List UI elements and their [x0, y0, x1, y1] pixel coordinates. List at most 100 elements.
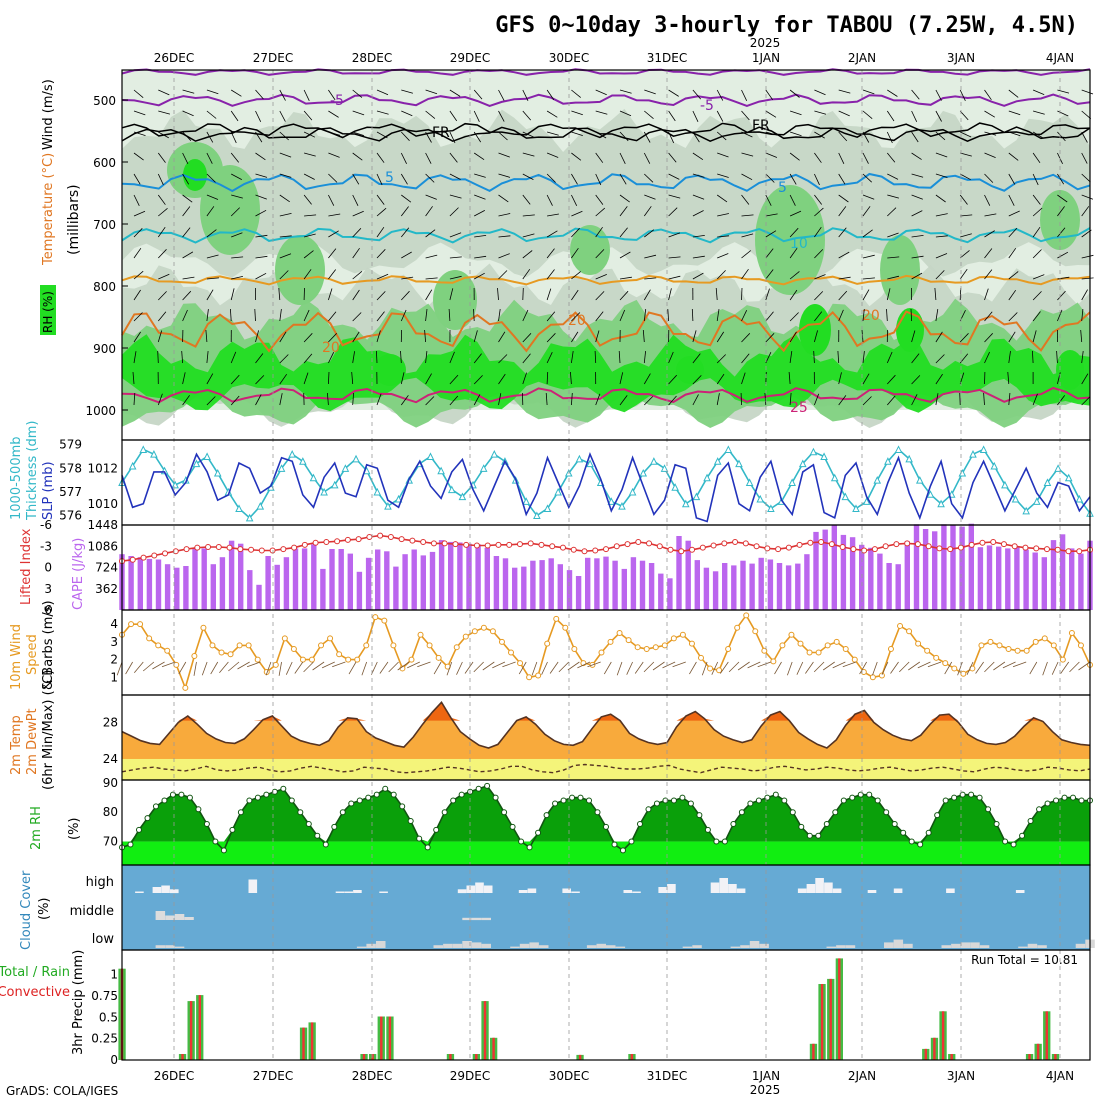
rh-blob-7: [1040, 190, 1080, 250]
rh-legend-swatch: [40, 285, 56, 335]
wind-barb: [814, 393, 820, 406]
cape-bar: [986, 545, 993, 610]
cape-bar: [164, 564, 171, 610]
wind-barb: [571, 152, 582, 161]
thickness-line-point: [288, 450, 297, 458]
wind10m-speed-line-point: [1014, 647, 1021, 654]
wind-barb: [522, 152, 535, 157]
wind10m-barb: [473, 661, 484, 673]
wind-barb: [473, 394, 481, 406]
wind-barb: [814, 152, 822, 163]
wind-barb: [911, 394, 918, 406]
cape-bar: [329, 549, 335, 610]
lifted-index-line-point: [603, 546, 609, 553]
wind-barb: [303, 269, 312, 280]
wind10m-barb: [805, 661, 814, 674]
wind10m-barb: [246, 661, 261, 668]
wind-barb: [279, 253, 292, 259]
wind10m-barb: [672, 661, 686, 668]
cape-bar: [393, 566, 399, 610]
wind-barb: [1008, 331, 1016, 343]
wind10m-speed-line-point: [987, 638, 994, 645]
wind10m-barb: [464, 661, 474, 674]
cloud-low-bar: [941, 945, 951, 948]
wind-barb: [498, 373, 506, 385]
wind-barb: [887, 194, 900, 199]
thickness-line-point: [650, 457, 658, 465]
wind-barb: [692, 194, 705, 200]
lifted-index-label: Lifted Index: [19, 528, 34, 605]
pressure-tick-700: 700: [93, 218, 116, 232]
wind-barb: [716, 131, 727, 141]
cloud-middle-bar: [184, 917, 194, 920]
date-label-top-9: 4JAN: [1046, 51, 1074, 65]
wind-barb: [692, 375, 702, 385]
lifted-index-line-point: [366, 534, 373, 541]
cape-bar: [1023, 549, 1029, 610]
wind-barb: [911, 235, 924, 238]
wind-barb: [862, 351, 865, 364]
wind10m-barb: [303, 661, 314, 673]
wind-barb: [1057, 227, 1066, 238]
wind-barb: [814, 330, 818, 343]
wind10m-speed-line-point: [218, 649, 225, 656]
cape-bar: [603, 556, 609, 610]
lifted-index-line-point: [947, 546, 954, 553]
thickness-line-point: [735, 459, 743, 468]
lifted-index-line-point: [570, 546, 577, 553]
cape-bar: [183, 566, 189, 610]
wind-barb: [935, 393, 939, 406]
wind-barb: [133, 247, 142, 259]
cape-bar: [804, 554, 810, 610]
wind-barb: [376, 207, 387, 217]
wind-barb: [255, 234, 268, 238]
wind-barb: [741, 214, 754, 217]
thickness-line-point: [788, 478, 796, 486]
wind-barb: [376, 330, 381, 343]
wind10m-speed-line-point: [851, 656, 858, 663]
wind10m-barb: [219, 661, 229, 673]
wind-barb: [303, 372, 309, 385]
cape-bar: [685, 540, 691, 610]
lifted-index-line-point: [689, 546, 696, 553]
wind-barb: [1032, 89, 1045, 95]
wind-barb: [862, 152, 869, 164]
cape-bar: [630, 557, 637, 610]
lifted-index-line-point: [1043, 546, 1050, 553]
wind-barb: [935, 89, 942, 101]
cape-bar: [722, 563, 728, 610]
wind-barb: [254, 308, 256, 322]
cloud-high-bar: [946, 888, 955, 893]
wind10m-speed-line-point: [227, 651, 234, 658]
wind-barb: [716, 331, 725, 343]
wind-barb: [449, 351, 455, 364]
dewpt-line: [121, 763, 1091, 774]
lifted-index-line-point: [226, 544, 233, 551]
lifted-index-line-point: [237, 546, 244, 553]
wind-barb: [692, 152, 704, 161]
wind-barb: [1080, 329, 1083, 343]
wind10m-speed-line-point: [824, 642, 831, 649]
thickness-line-point: [1001, 480, 1009, 489]
wind-barb: [814, 110, 827, 115]
wind-barb: [425, 277, 438, 280]
wind-barb: [1081, 89, 1094, 95]
thickness-line-point: [586, 459, 594, 468]
wind-barb: [814, 311, 823, 322]
wind-barb: [692, 255, 705, 259]
thickness-line-point: [426, 452, 435, 461]
rh2m-line-point: [900, 829, 907, 836]
wind-barb: [837, 350, 840, 364]
wind10m-speed-line-point: [1077, 642, 1084, 649]
wind10m-barb: [433, 661, 442, 675]
thickness-line-point: [820, 452, 828, 461]
wind-barb: [619, 206, 628, 217]
wind-barb: [789, 152, 800, 161]
wind-barb: [1081, 152, 1088, 164]
cloud-high-bar: [135, 891, 144, 893]
isotherm-label-2: FR: [432, 125, 450, 141]
wind-barb: [255, 131, 263, 143]
cloud-label-2: (%): [37, 898, 52, 921]
wind-barb: [765, 152, 778, 158]
